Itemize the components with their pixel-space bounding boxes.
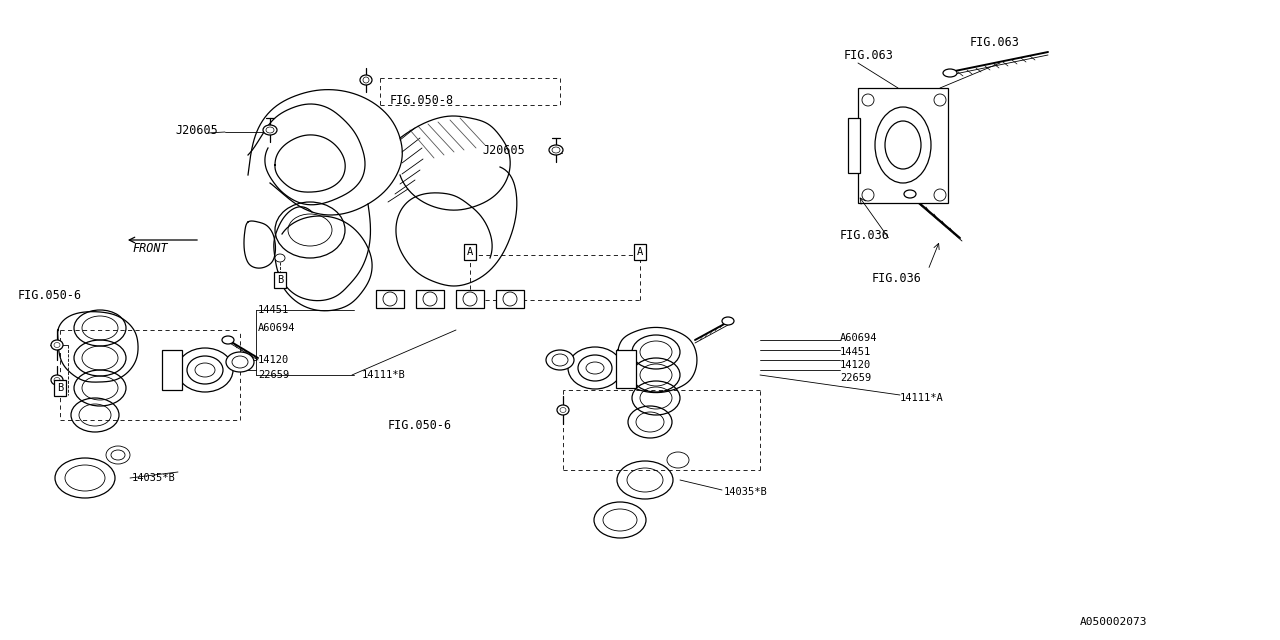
Ellipse shape <box>904 190 916 198</box>
Text: A60694: A60694 <box>840 333 878 343</box>
Text: 14120: 14120 <box>259 355 289 365</box>
Text: FIG.050-6: FIG.050-6 <box>18 289 82 301</box>
Text: FIG.063: FIG.063 <box>970 35 1020 49</box>
Text: 14451: 14451 <box>259 305 289 315</box>
Ellipse shape <box>177 348 233 392</box>
Text: FIG.050-8: FIG.050-8 <box>390 93 454 106</box>
Text: A: A <box>637 247 643 257</box>
Text: FIG.050-6: FIG.050-6 <box>388 419 452 431</box>
Bar <box>616 350 636 388</box>
Text: 22659: 22659 <box>259 370 289 380</box>
Text: 22659: 22659 <box>840 373 872 383</box>
Ellipse shape <box>275 254 285 262</box>
Text: 14111*B: 14111*B <box>362 370 406 380</box>
Ellipse shape <box>943 69 957 77</box>
Bar <box>163 350 182 390</box>
Text: J20605: J20605 <box>483 143 525 157</box>
Ellipse shape <box>51 375 63 385</box>
Ellipse shape <box>722 317 733 325</box>
Text: A60694: A60694 <box>259 323 296 333</box>
Ellipse shape <box>221 336 234 344</box>
Ellipse shape <box>568 347 622 389</box>
Bar <box>456 290 484 308</box>
Text: 14035*B: 14035*B <box>132 473 175 483</box>
Text: B: B <box>56 383 63 393</box>
Bar <box>416 290 444 308</box>
Text: 14120: 14120 <box>840 360 872 370</box>
Ellipse shape <box>557 405 570 415</box>
Ellipse shape <box>227 352 253 372</box>
Ellipse shape <box>360 75 372 85</box>
Bar <box>858 88 948 203</box>
Bar <box>849 118 860 173</box>
Text: FRONT: FRONT <box>132 241 168 255</box>
Text: FIG.036: FIG.036 <box>872 271 922 285</box>
Text: A050002073: A050002073 <box>1080 617 1147 627</box>
Ellipse shape <box>51 340 63 350</box>
Ellipse shape <box>262 125 276 135</box>
Text: A: A <box>467 247 474 257</box>
Ellipse shape <box>549 145 563 155</box>
Text: 14111*A: 14111*A <box>900 393 943 403</box>
Text: 14451: 14451 <box>840 347 872 357</box>
Text: J20605: J20605 <box>175 124 218 136</box>
Bar <box>497 290 524 308</box>
Bar <box>376 290 404 308</box>
Text: FIG.063: FIG.063 <box>844 49 893 61</box>
Ellipse shape <box>547 350 573 370</box>
Text: FIG.036: FIG.036 <box>840 228 890 241</box>
Text: 14035*B: 14035*B <box>724 487 768 497</box>
Text: B: B <box>276 275 283 285</box>
